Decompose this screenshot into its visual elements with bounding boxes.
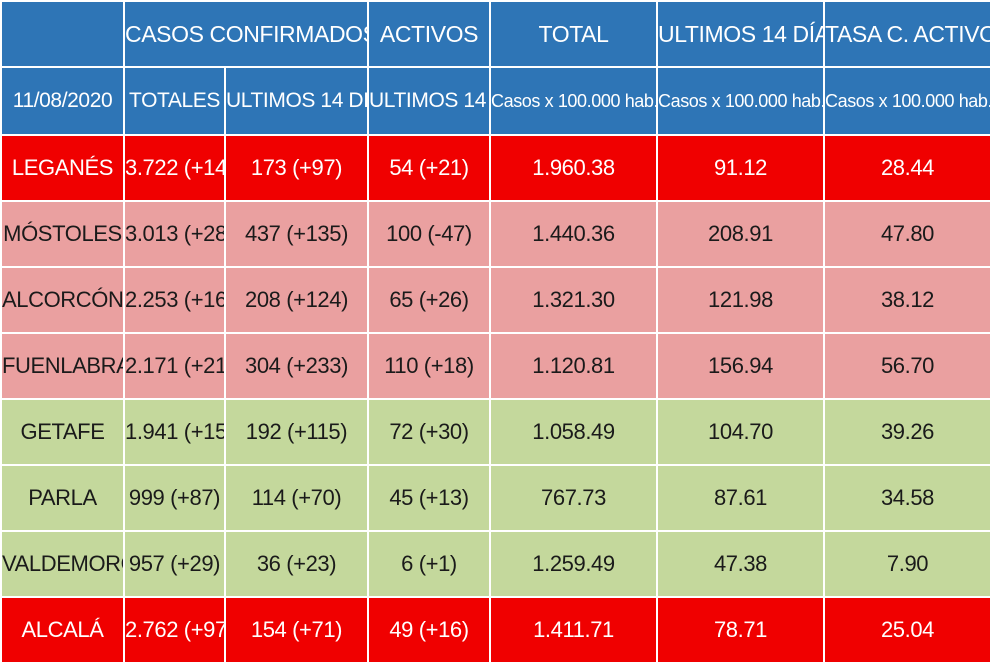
ultimos-14-rate-cell: 104.70 [656,398,825,466]
total-rate-cell: 1.058.49 [489,398,658,466]
header-casos-confirmados: CASOS CONFIRMADOS [123,0,369,68]
table-row: PARLA 999 (+87) 114 (+70) 45 (+13) 767.73 87.… [0,464,990,532]
ultimos-14-rate-cell: 121.98 [656,266,825,334]
ultimos-14-dias-cell: 36 (+23) [224,530,369,598]
activos-cell: 6 (+1) [367,530,491,598]
header-date: 11/08/2020 [0,66,125,136]
municipality-cell: FUENLABRADA [0,332,125,400]
ultimos-14-dias-cell: 154 (+71) [224,596,369,664]
tasa-activos-cell: 25.04 [823,596,990,664]
header-tasa-activos: TASA C. ACTIVOS [823,0,990,68]
ultimos-14-dias-cell: 192 (+115) [224,398,369,466]
total-rate-cell: 767.73 [489,464,658,532]
ultimos-14-dias-cell: 114 (+70) [224,464,369,532]
activos-cell: 110 (+18) [367,332,491,400]
header-row-top: CASOS CONFIRMADOS ACTIVOS TOTAL ULTIMOS … [0,0,990,68]
municipality-cell: ALCALÁ [0,596,125,664]
activos-cell: 45 (+13) [367,464,491,532]
totales-cell: 3.013 (+289) [123,200,226,268]
activos-cell: 72 (+30) [367,398,491,466]
tasa-activos-cell: 56.70 [823,332,990,400]
ultimos-14-rate-cell: 87.61 [656,464,825,532]
header-activos: ACTIVOS [367,0,491,68]
totales-cell: 2.762 (+97) [123,596,226,664]
municipality-cell: VALDEMORO [0,530,125,598]
municipality-cell: MÓSTOLES [0,200,125,268]
ultimos-14-dias-cell: 173 (+97) [224,134,369,202]
ultimos-14-rate-cell: 78.71 [656,596,825,664]
tasa-activos-cell: 38.12 [823,266,990,334]
municipality-cell: PARLA [0,464,125,532]
tasa-activos-cell: 7.90 [823,530,990,598]
totales-cell: 3.722 (+141) [123,134,226,202]
header-ultimos-14-dias-sub: ULTIMOS 14 DIAS [224,66,369,136]
header-casos-x-100k-14d: Casos x 100.000 hab. [656,66,825,136]
header-totales: TOTALES [123,66,226,136]
municipality-cell: ALCORCÓN [0,266,125,334]
total-rate-cell: 1.321.30 [489,266,658,334]
header-row-sub: 11/08/2020 TOTALES ULTIMOS 14 DIAS ULTIM… [0,66,990,136]
municipality-cell: LEGANÉS [0,134,125,202]
table-row: ALCALÁ 2.762 (+97) 154 (+71) 49 (+16) 1.411.… [0,596,990,664]
total-rate-cell: 1.120.81 [489,332,658,400]
totales-cell: 1.941 (+154) [123,398,226,466]
header-ultimos-14-d: ULTIMOS 14 D. [367,66,491,136]
tasa-activos-cell: 28.44 [823,134,990,202]
header-total: TOTAL [489,0,658,68]
total-rate-cell: 1.960.38 [489,134,658,202]
activos-cell: 100 (-47) [367,200,491,268]
totales-cell: 2.253 (+168) [123,266,226,334]
table-row: FUENLABRADA2.171 (+214)304 (+233)110 (+1… [0,332,990,400]
header-ultimos-14-dias: ULTIMOS 14 DÍAS [656,0,825,68]
header-casos-x-100k-total: Casos x 100.000 hab. [489,66,658,136]
activos-cell: 65 (+26) [367,266,491,334]
ultimos-14-dias-cell: 304 (+233) [224,332,369,400]
activos-cell: 49 (+16) [367,596,491,664]
total-rate-cell: 1.411.71 [489,596,658,664]
totales-cell: 2.171 (+214) [123,332,226,400]
totales-cell: 957 (+29) [123,530,226,598]
tasa-activos-cell: 39.26 [823,398,990,466]
ultimos-14-dias-cell: 208 (+124) [224,266,369,334]
totales-cell: 999 (+87) [123,464,226,532]
tasa-activos-cell: 34.58 [823,464,990,532]
tasa-activos-cell: 47.80 [823,200,990,268]
ultimos-14-rate-cell: 91.12 [656,134,825,202]
header-corner [0,0,125,68]
table-row: VALDEMORO 957 (+29) 36 (+23) 6 (+1) 1.259.49… [0,530,990,598]
ultimos-14-rate-cell: 47.38 [656,530,825,598]
total-rate-cell: 1.259.49 [489,530,658,598]
ultimos-14-rate-cell: 156.94 [656,332,825,400]
ultimos-14-dias-cell: 437 (+135) [224,200,369,268]
ultimos-14-rate-cell: 208.91 [656,200,825,268]
municipality-cell: GETAFE [0,398,125,466]
header-casos-x-100k-tasa: Casos x 100.000 hab. [823,66,990,136]
total-rate-cell: 1.440.36 [489,200,658,268]
activos-cell: 54 (+21) [367,134,491,202]
